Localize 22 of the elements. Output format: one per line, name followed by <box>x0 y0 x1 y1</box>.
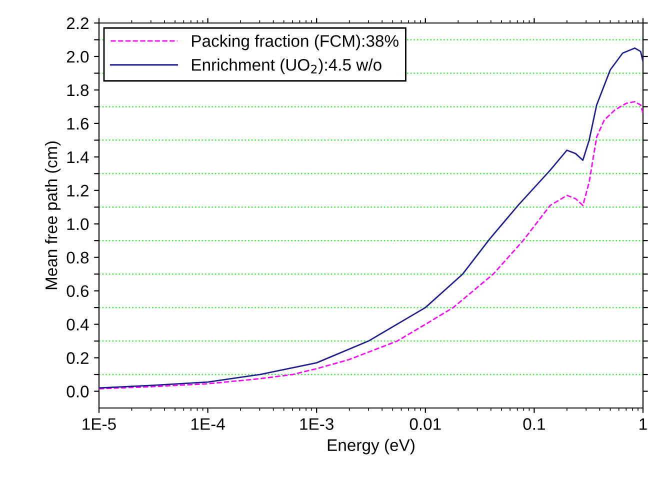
y-tick-label: 1.0 <box>67 218 89 230</box>
y-tick-label: 2.0 <box>66 50 89 63</box>
y-tick-label: 0.6 <box>66 285 89 298</box>
x-tick-label: 0.01 <box>410 418 441 430</box>
x-tick-label: 1E-5 <box>82 418 116 430</box>
y-tick-label: 1.6 <box>67 118 89 130</box>
y-tick-label: 0.4 <box>66 318 89 331</box>
x-tick-label: 0.1 <box>523 418 545 430</box>
y-tick-label: 1.2 <box>67 184 88 196</box>
legend-label: Packing fraction (FCM):38% <box>192 34 398 50</box>
y-tick-label: 1.8 <box>67 84 89 96</box>
x-tick-label: 1E-3 <box>300 418 334 430</box>
y-axis-title: Mean free path (cm) <box>45 142 61 290</box>
x-tick-label: 1 <box>640 418 647 430</box>
x-tick-label: 1E-4 <box>191 418 225 430</box>
y-tick-label: 1.4 <box>67 151 89 163</box>
y-tick-label: 2.2 <box>66 17 88 30</box>
legend-label: Enrichment (UO$_{2}$):4.5 w/o <box>192 58 382 74</box>
y-tick-label: 0.8 <box>66 252 89 264</box>
y-tick-label: 0.0 <box>66 386 89 398</box>
y-tick-label: 0.2 <box>66 352 88 364</box>
x-axis-title: Energy (eV) <box>328 438 414 454</box>
